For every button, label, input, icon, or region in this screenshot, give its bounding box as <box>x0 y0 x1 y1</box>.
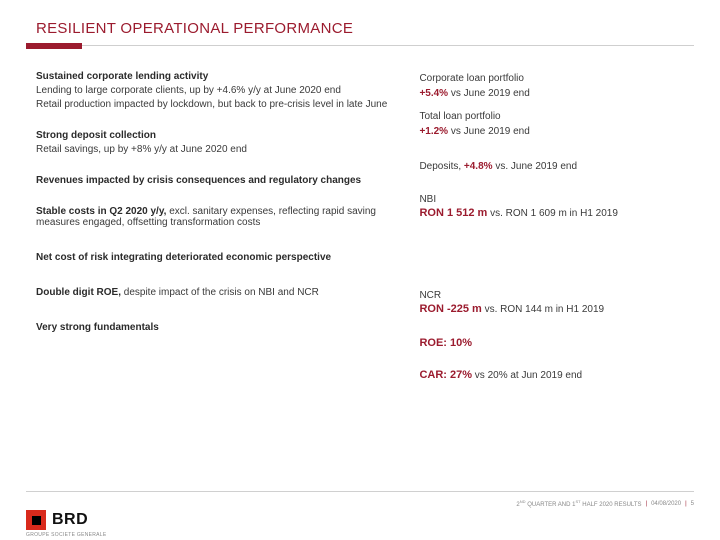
section-deposits: Strong deposit collection Retail savings… <box>36 130 397 155</box>
stat-line: RON 1 512 m vs. RON 1 609 m in H1 2019 <box>419 205 694 222</box>
logo-subtitle: GROUPE SOCIETE GENERALE <box>26 532 107 538</box>
section-heading: Stable costs in Q2 2020 y/y, <box>36 206 166 217</box>
stat-car: CAR: 27% vs 20% at Jun 2019 end <box>419 369 694 381</box>
stat-nbi: NBI RON 1 512 m vs. RON 1 609 m in H1 20… <box>419 194 694 222</box>
stat-rest: vs. June 2019 end <box>493 161 578 172</box>
section-roe: Double digit ROE, despite impact of the … <box>36 287 397 298</box>
stat-ncr: NCR RON -225 m vs. RON 144 m in H1 2019 <box>419 290 694 318</box>
stat-spacer <box>419 242 694 270</box>
stat-line: Corporate loan portfolio +5.4% vs June 2… <box>419 71 694 101</box>
section-heading: Revenues impacted by crisis consequences… <box>36 175 397 186</box>
section-risk: Net cost of risk integrating deteriorate… <box>36 252 397 263</box>
stat-label: NBI <box>419 194 694 205</box>
brd-logo: BRD <box>26 510 88 530</box>
page-number: 5 <box>691 501 694 507</box>
section-costs: Stable costs in Q2 2020 y/y, excl. sanit… <box>36 206 397 228</box>
stat-line: Deposits, +4.8% vs. June 2019 end <box>419 159 694 174</box>
stat-ron: CAR: 27% <box>419 369 472 381</box>
section-text: despite impact of the crisis on NBI and … <box>121 287 319 298</box>
stat-pct: +5.4% <box>419 88 448 99</box>
section-revenues: Revenues impacted by crisis consequences… <box>36 175 397 186</box>
section-heading: Double digit ROE, <box>36 287 121 298</box>
stat-rest: vs. RON 1 609 m in H1 2019 <box>487 208 618 219</box>
right-column: Corporate loan portfolio +5.4% vs June 2… <box>413 71 694 381</box>
section-text: Retail production impacted by lockdown, … <box>36 99 397 110</box>
left-column: Sustained corporate lending activity Len… <box>26 71 413 381</box>
stat-rest: vs. RON 144 m in H1 2019 <box>482 304 604 315</box>
section-text: Lending to large corporate clients, up b… <box>36 85 397 96</box>
section-heading: Very strong fundamentals <box>36 322 397 333</box>
footer-sep: | <box>685 501 687 507</box>
section-text: Retail savings, up by +8% y/y at June 20… <box>36 144 397 155</box>
title-rule <box>26 45 694 46</box>
stat-rest: vs June 2019 end <box>448 126 530 137</box>
stat-ron: RON 1 512 m <box>419 207 487 219</box>
logo-text: BRD <box>52 511 88 529</box>
stat-rest: vs 20% at Jun 2019 end <box>472 370 582 381</box>
stat-line: Total loan portfolio +1.2% vs June 2019 … <box>419 109 694 139</box>
content-area: Sustained corporate lending activity Len… <box>26 71 694 381</box>
footer: BRD GROUPE SOCIETE GENERALE 2ND QUARTER … <box>0 492 720 540</box>
title-accent-bar <box>26 43 82 49</box>
stat-ron: ROE: 10% <box>419 337 472 349</box>
section-heading: Net cost of risk integrating deteriorate… <box>36 252 397 263</box>
logo-icon <box>26 510 46 530</box>
stat-label: Total loan portfolio <box>419 111 500 122</box>
stat-label: NCR <box>419 290 694 301</box>
stat-label: Corporate loan portfolio <box>419 73 524 84</box>
section-lending: Sustained corporate lending activity Len… <box>36 71 397 110</box>
stat-pct: +1.2% <box>419 126 448 137</box>
stat-rest: vs June 2019 end <box>448 88 530 99</box>
footer-date: 04/08/2020 <box>651 501 681 507</box>
section-fundamentals: Very strong fundamentals <box>36 322 397 333</box>
stat-roe: ROE: 10% <box>419 337 694 349</box>
stat-deposits: Deposits, +4.8% vs. June 2019 end <box>419 159 694 174</box>
stat-pct: +4.8% <box>464 161 493 172</box>
footer-right: 2ND QUARTER AND 1ST HALF 2020 RESULTS | … <box>516 499 694 508</box>
stat-label: Deposits, <box>419 161 463 172</box>
footer-doc-title: 2ND QUARTER AND 1ST HALF 2020 RESULTS <box>516 499 641 508</box>
stat-ron: RON -225 m <box>419 303 481 315</box>
section-heading: Sustained corporate lending activity <box>36 71 397 82</box>
footer-sep: | <box>646 501 648 507</box>
page-title: RESILIENT OPERATIONAL PERFORMANCE <box>26 20 694 37</box>
stat-loan-portfolio: Corporate loan portfolio +5.4% vs June 2… <box>419 71 694 139</box>
stat-line: RON -225 m vs. RON 144 m in H1 2019 <box>419 301 694 318</box>
section-heading: Strong deposit collection <box>36 130 397 141</box>
